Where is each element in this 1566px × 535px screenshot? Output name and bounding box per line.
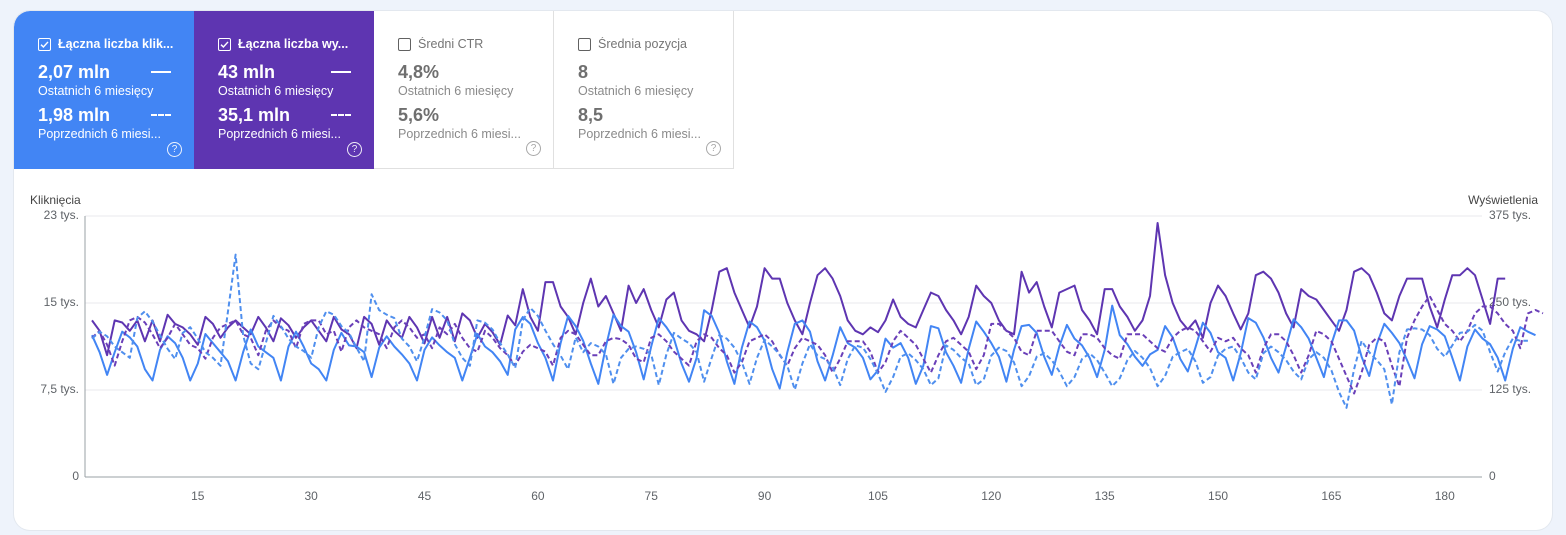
tile-total-impressions[interactable]: Łączna liczba wy... 43 mln Ostatnich 6 m… (194, 11, 374, 169)
checkbox-checked-icon[interactable] (38, 37, 51, 51)
metric-tiles: Łączna liczba klik... 2,07 mln Ostatnich… (14, 11, 734, 169)
x-tick: 90 (757, 489, 772, 503)
x-tick: 45 (417, 489, 432, 503)
tile-header: Łączna liczba wy... (218, 35, 374, 53)
previous-value: 5,6% (398, 104, 440, 125)
help-icon[interactable]: ? (347, 142, 362, 157)
y-tick-left: 23 tys. (43, 208, 79, 222)
previous-period-label: Poprzednich 6 miesi... (398, 127, 521, 141)
y-tick-right: 125 tys. (1489, 382, 1532, 396)
right-axis-title: Wyświetlenia (1468, 193, 1538, 207)
current-value: 4,8% (398, 61, 440, 82)
previous-period-label: Poprzednich 6 miesi... (38, 127, 161, 141)
dashed-line-legend-icon (331, 114, 351, 116)
y-tick-right: 0 (1489, 469, 1496, 483)
tile-header: Średni CTR (398, 35, 553, 53)
x-tick: 165 (1321, 489, 1342, 503)
tile-header: Średnia pozycja (578, 35, 733, 53)
tile-header: Łączna liczba klik... (38, 35, 194, 53)
checkbox-unchecked-icon[interactable] (578, 37, 591, 51)
performance-card: Łączna liczba klik... 2,07 mln Ostatnich… (14, 11, 1552, 530)
x-tick: 105 (867, 489, 888, 503)
solid-line-legend-icon (151, 71, 171, 73)
y-tick-left: 15 tys. (43, 295, 79, 309)
clicks-previous-series-line[interactable] (91, 253, 1528, 409)
solid-line-legend-icon (331, 71, 351, 73)
current-period-label: Ostatnich 6 miesięcy (218, 84, 334, 98)
x-tick: 135 (1094, 489, 1115, 503)
current-period-label: Ostatnich 6 miesięcy (578, 84, 694, 98)
x-tick: 60 (531, 489, 545, 503)
previous-period-label: Poprzednich 6 miesi... (578, 127, 701, 141)
checkbox-checked-icon[interactable] (218, 37, 231, 51)
current-metric: 8 (578, 62, 733, 82)
previous-metric: 5,6% (398, 105, 553, 125)
clicks-current-series-line[interactable] (91, 304, 1536, 390)
left-axis-title: Kliknięcia (30, 193, 81, 207)
previous-period-label: Poprzednich 6 miesi... (218, 127, 341, 141)
help-icon[interactable]: ? (526, 141, 541, 156)
checkbox-unchecked-icon[interactable] (398, 37, 411, 51)
previous-value: 1,98 mln (38, 104, 111, 125)
current-period-label: Ostatnich 6 miesięcy (38, 84, 154, 98)
x-tick: 120 (981, 489, 1002, 503)
tile-average-position[interactable]: Średnia pozycja 8 Ostatnich 6 miesięcy 8… (554, 11, 734, 169)
y-tick-left: 7,5 tys. (40, 382, 79, 396)
y-tick-right: 375 tys. (1489, 208, 1532, 222)
current-value: 43 mln (218, 61, 276, 82)
previous-metric: 1,98 mln (38, 105, 194, 125)
previous-metric: 8,5 (578, 105, 733, 125)
x-tick: 180 (1434, 489, 1455, 503)
help-icon[interactable]: ? (706, 141, 721, 156)
current-metric: 4,8% (398, 62, 553, 82)
previous-value: 35,1 mln (218, 104, 291, 125)
dashed-line-legend-icon (151, 114, 171, 116)
previous-metric: 35,1 mln (218, 105, 374, 125)
x-tick: 75 (644, 489, 658, 503)
x-tick: 30 (304, 489, 318, 503)
tile-average-ctr[interactable]: Średni CTR 4,8% Ostatnich 6 miesięcy 5,6… (374, 11, 554, 169)
previous-value: 8,5 (578, 104, 604, 125)
x-tick: 150 (1208, 489, 1229, 503)
impressions-current-series-line[interactable] (91, 222, 1506, 357)
tile-total-clicks[interactable]: Łączna liczba klik... 2,07 mln Ostatnich… (14, 11, 194, 169)
current-metric: 43 mln (218, 62, 374, 82)
performance-line-chart[interactable] (14, 11, 1552, 530)
y-tick-left: 0 (72, 469, 79, 483)
current-period-label: Ostatnich 6 miesięcy (398, 84, 514, 98)
impressions-previous-series-line[interactable] (91, 295, 1544, 395)
y-tick-right: 250 tys. (1489, 295, 1532, 309)
current-value: 2,07 mln (38, 61, 111, 82)
help-icon[interactable]: ? (167, 142, 182, 157)
current-metric: 2,07 mln (38, 62, 194, 82)
x-tick: 15 (191, 489, 205, 503)
current-value: 8 (578, 61, 589, 82)
